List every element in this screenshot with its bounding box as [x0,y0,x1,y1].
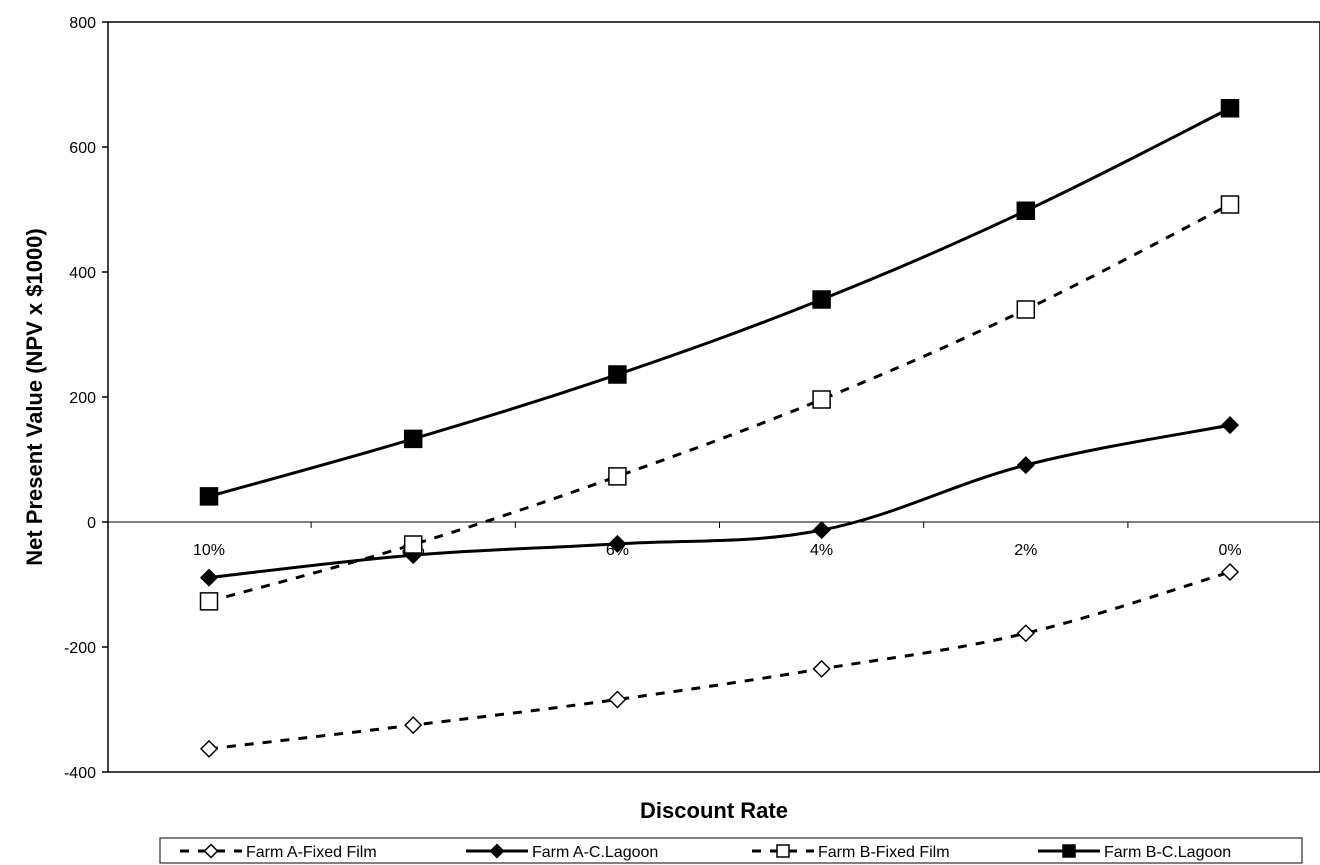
data-point [608,534,627,553]
data-point [199,592,219,611]
data-point [403,535,423,554]
legend-label: Farm B-Fixed Film [818,844,950,861]
data-point [1016,624,1035,643]
legend-swatch-marker [1062,844,1076,858]
y-tick-label: -400 [64,765,96,782]
legend-item: Farm B-C.Lagoon [1038,844,1231,861]
data-point [812,659,831,678]
plot-area [107,21,1320,773]
data-point [812,521,831,540]
y-tick-label: 0 [87,515,96,532]
data-point [608,365,627,384]
legend-label: Farm B-C.Lagoon [1104,844,1231,861]
series-line [208,203,1231,603]
data-point [404,716,423,735]
data-point [1220,416,1240,435]
data-point [1016,201,1036,220]
data-point [403,429,423,449]
y-axis: 800 600 400 200 0 -200 -400 [64,15,108,782]
series-line [208,570,1231,751]
legend-swatch-marker [489,843,505,859]
series-farm-b-c-lagoon [199,99,1240,506]
legend-box [159,837,1303,864]
data-point [1016,300,1036,319]
y-tick-label: -200 [64,640,96,657]
legend-item: Farm A-C.Lagoon [466,843,658,861]
data-point [1220,562,1240,582]
series-farm-a-fixed-film [199,562,1240,758]
x-tick-label: 4% [810,542,833,559]
data-point [608,690,627,709]
data-point [608,467,627,486]
data-point [199,739,219,758]
series-line [208,423,1231,580]
data-point [199,568,219,587]
legend-item: Farm A-Fixed Film [180,843,377,861]
data-point [1220,99,1240,118]
y-tick-label: 400 [69,265,96,282]
y-tick-label: 800 [69,15,96,32]
legend-swatch-marker [776,844,790,858]
legend-item: Farm B-Fixed Film [752,844,950,861]
data-point [1220,195,1240,214]
y-axis-label: Net Present Value (NPV x $1000) [22,228,47,566]
data-point [812,290,831,309]
x-tick-label: 2% [1014,542,1037,559]
data-point [1016,456,1035,475]
x-tick-label: 0% [1218,542,1241,559]
legend-label: Farm A-Fixed Film [246,844,377,861]
x-axis-label: Discount Rate [640,798,788,823]
y-tick-label: 200 [69,390,96,407]
legend: Farm A-Fixed Film Farm A-C.Lagoon Farm B-F… [159,837,1303,864]
data-point [199,487,219,506]
series-layer [199,99,1240,758]
series-line [208,106,1231,498]
legend-label: Farm A-C.Lagoon [532,844,658,861]
y-tick-label: 600 [69,140,96,157]
legend-swatch-marker [203,843,219,859]
series-farm-b-fixed-film [199,195,1240,611]
x-tick-label: 10% [193,542,225,559]
data-point [812,390,831,409]
